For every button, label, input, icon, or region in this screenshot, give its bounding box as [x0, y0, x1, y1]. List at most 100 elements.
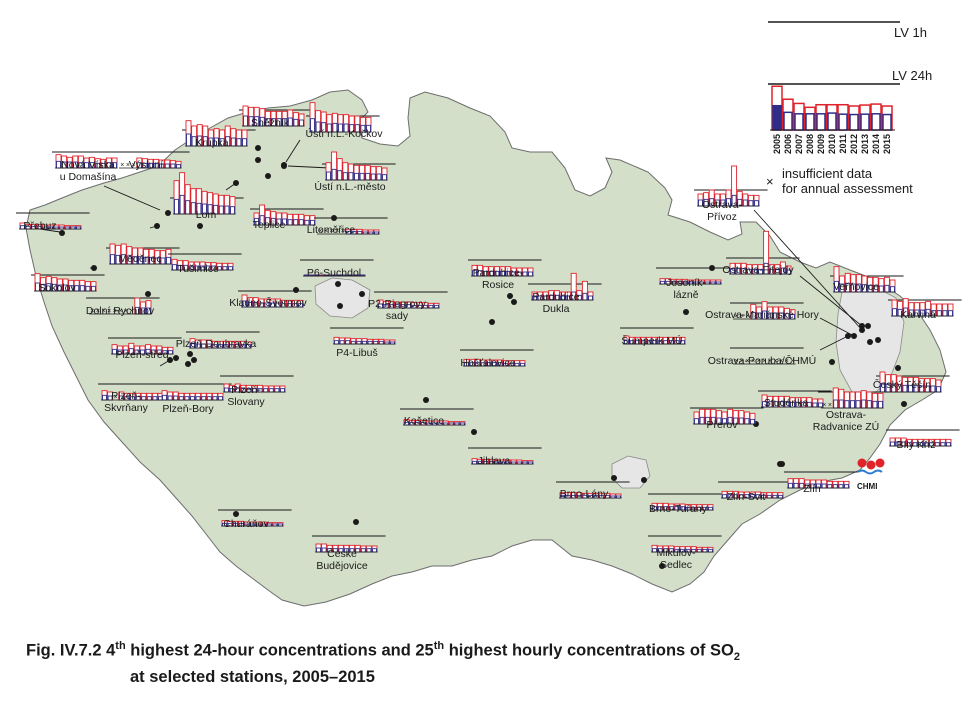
station-dot-kladno-svermov [293, 287, 299, 293]
station-label-line2: Budějovice [316, 560, 368, 572]
daily-bar [91, 285, 96, 292]
station-plzen-slovany: Plzeň-Slovany [220, 375, 294, 408]
station-dot-plzen-bory [185, 361, 191, 367]
station-label: Kladno-Švermov [229, 296, 307, 309]
daily-bar [744, 418, 750, 425]
legend-daily-bar [816, 113, 826, 131]
daily-bar [940, 442, 946, 447]
legend-example-chart [770, 85, 895, 131]
daily-bar [218, 396, 223, 401]
station-label: Košetice [404, 415, 444, 427]
station-label-line2: lázně [673, 289, 698, 301]
legend-daily-bar [849, 113, 859, 131]
legend-year-axis: 2005 2006 2007 2008 2009 2010 2011 2012 2013 2014… [772, 134, 892, 154]
station-dot-dolni-rychnov [145, 291, 151, 297]
daily-bar [274, 388, 280, 393]
station-plzen-doubravka: Plzeň-Doubravka [176, 331, 260, 350]
daily-bar [230, 206, 235, 215]
insufficient-mark: × [341, 228, 345, 235]
station-studenka: Studénka [758, 390, 832, 409]
station-label: Zlín [803, 483, 821, 495]
station-dot-karvina [875, 337, 881, 343]
station-label: P6-Suchdol [307, 267, 361, 279]
station-karvina: Karviná [888, 298, 962, 321]
station-dot-hostalovice [489, 319, 495, 325]
daily-bar [936, 386, 941, 393]
station-label: Brno-Lány [560, 488, 609, 500]
daily-bar [872, 400, 878, 409]
daily-bar [174, 198, 179, 215]
daily-bar [788, 482, 793, 489]
station-label: České [327, 547, 357, 560]
station-zlin: Zlín [784, 471, 858, 495]
station-dot-ostrava-marianske-hory [851, 333, 857, 339]
insufficient-mark: × [734, 358, 738, 365]
daily-bar [855, 400, 861, 409]
station-label: Studénka [764, 397, 809, 409]
daily-bar [201, 396, 207, 401]
station-cesky-tesin: Český Těšín [873, 371, 950, 393]
daily-bar [298, 219, 304, 226]
daily-bar [699, 416, 705, 425]
station-label: Pardubice [532, 291, 579, 303]
insufficient-mark: × [96, 308, 100, 315]
leader-ostrava-marianske-hory [819, 317, 855, 337]
insufficient-mark: × [740, 313, 744, 320]
station-dot-plzen-doubravka [187, 351, 193, 357]
legend-lv1h-label: LV 1h [894, 25, 927, 40]
station-dot-vernovice [865, 323, 871, 329]
station-dolni-rychnov: × × × × × × × ×Dolní Rychnov [86, 297, 160, 317]
legend-year-2009: 2009 [816, 134, 826, 154]
leader-ostrava-fifejdy [799, 275, 863, 327]
leader-ostrava-poruba-chmu [819, 335, 849, 351]
daily-bar [173, 395, 179, 401]
caption-sup1: th [115, 640, 126, 652]
daily-bar [890, 286, 895, 293]
station-label: P4-Libuš [336, 347, 377, 359]
station-sumperk-mu: Šumperk MÚ [620, 327, 694, 347]
station-dot-bily-kriz [901, 401, 907, 407]
daily-bar [236, 138, 242, 147]
station-label: Plzeň-Bory [162, 403, 214, 415]
station-label: Tušimice [177, 263, 219, 275]
daily-bar [850, 400, 855, 409]
station-brno-turany: Brno-Tuřany [648, 493, 722, 515]
daily-bar [195, 396, 201, 401]
daily-bar [827, 484, 833, 489]
daily-bar [178, 396, 184, 401]
daily-bar [230, 137, 236, 147]
station-vernovice: Veřňovice [830, 266, 904, 293]
daily-bar [179, 194, 185, 215]
caption-mid2: highest hourly concentrations of SO [444, 641, 734, 660]
insufficient-mark: × [124, 308, 128, 315]
daily-bar [582, 292, 588, 301]
station-dot-churanov [233, 511, 239, 517]
legend-daily-bar [838, 113, 848, 131]
daily-bar [754, 200, 759, 207]
station-dot-plzen-skvrnany [167, 357, 173, 363]
leader-prebuz [39, 228, 61, 233]
station-label-line2: Radvanice ZÚ [813, 420, 880, 433]
daily-bar [948, 310, 953, 317]
insufficient-mark: × [828, 402, 832, 409]
insufficient-mark: × [130, 308, 134, 315]
daily-bar [79, 285, 85, 292]
station-krupka: Krupka [182, 120, 256, 149]
station-label: Ústí n.L.-město [314, 180, 385, 193]
daily-bar [812, 402, 818, 408]
leader-nova-viska-u-domasina [103, 185, 161, 211]
station-jesenik-lazne: Jeseník-lázně [656, 267, 730, 301]
station-ostrava-marianske-hory: × × ×Ostrava-Mariánské Hory [705, 301, 820, 321]
legend-year-2008: 2008 [805, 134, 815, 154]
daily-bar [345, 340, 351, 345]
daily-bar [293, 219, 299, 226]
daily-bar [838, 399, 844, 409]
daily-bar [85, 285, 91, 292]
station-dot-pardubice-rosice [507, 293, 513, 299]
brno-area [611, 455, 651, 489]
station-ostrava-privoz: Ostrava-Přívoz [694, 165, 768, 223]
